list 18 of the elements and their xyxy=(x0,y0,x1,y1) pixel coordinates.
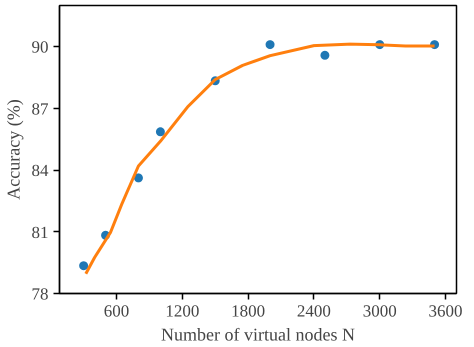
y-tick-label: 90 xyxy=(32,38,48,57)
x-tick-label: 1200 xyxy=(165,302,200,320)
x-tick-label: 1800 xyxy=(231,302,266,320)
point xyxy=(79,261,88,270)
y-tick-label: 84 xyxy=(32,161,49,180)
x-tick-label: 600 xyxy=(104,302,130,320)
point xyxy=(266,40,275,50)
x-tick-label: 3000 xyxy=(362,302,397,320)
y-tick-label: 81 xyxy=(32,222,48,242)
point xyxy=(134,173,143,182)
y-tick-label: 78 xyxy=(32,284,48,304)
x-tick-label: 2400 xyxy=(296,302,331,320)
x-tick-label: 3600 xyxy=(428,302,463,320)
y-axis-title: Accuracy (%) xyxy=(4,99,24,200)
point xyxy=(320,50,330,60)
y-tick-label: 87 xyxy=(32,99,49,118)
point xyxy=(156,127,165,136)
x-axis-title: Number of virtual nodes N xyxy=(161,324,355,344)
